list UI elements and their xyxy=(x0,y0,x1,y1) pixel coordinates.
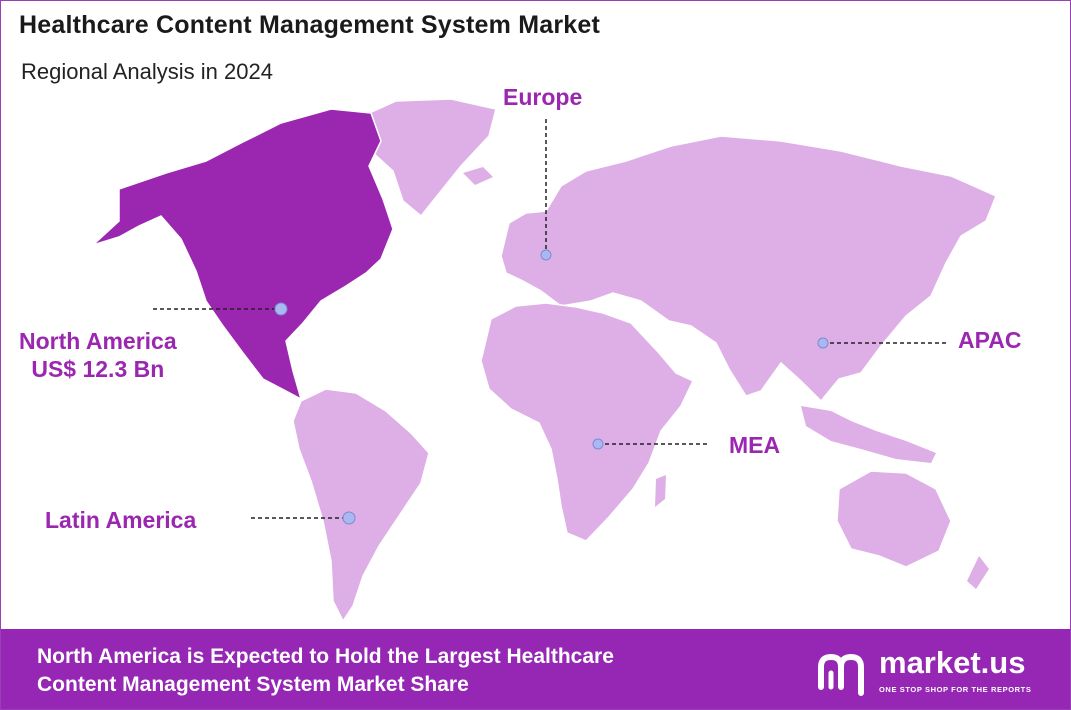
world-map xyxy=(92,98,997,623)
latin-america-label: Latin America xyxy=(45,507,197,533)
eurasia-region xyxy=(500,135,997,403)
africa-region xyxy=(480,302,695,542)
iceland-region xyxy=(463,167,493,185)
market-us-logo-icon xyxy=(818,653,864,696)
australia-region xyxy=(836,470,952,568)
page-subtitle: Regional Analysis in 2024 xyxy=(21,59,273,84)
madagascar-region xyxy=(655,475,666,507)
footer-statement: North America is Expected to Hold the La… xyxy=(37,643,614,699)
mea-marker xyxy=(592,438,604,450)
footer-line-2: Content Management System Market Share xyxy=(37,673,469,696)
apac-marker xyxy=(817,337,829,349)
south-america-region xyxy=(292,388,430,623)
southeast-asia-islands xyxy=(801,406,936,463)
apac-label: APAC xyxy=(958,327,1022,353)
footer-line-1: North America is Expected to Hold the La… xyxy=(37,645,614,668)
latin-america-marker xyxy=(342,511,356,525)
north-america-region xyxy=(92,108,394,401)
mea-label: MEA xyxy=(729,432,781,458)
north-america-value: US$ 12.3 Bn xyxy=(31,356,165,382)
north-america-name: North America xyxy=(19,328,177,354)
north-america-label: North America US$ 12.3 Bn xyxy=(19,327,177,383)
brand-tagline: ONE STOP SHOP FOR THE REPORTS xyxy=(879,685,1032,694)
footer-banner: North America is Expected to Hold the La… xyxy=(1,629,1070,709)
japan-region xyxy=(894,259,923,311)
europe-marker xyxy=(540,249,552,261)
north-america-marker xyxy=(274,302,288,316)
brand-logo: market.us ONE STOP SHOP FOR THE REPORTS xyxy=(817,645,1057,701)
new-zealand-region xyxy=(967,556,989,589)
brand-name: market.us xyxy=(879,645,1026,680)
greenland-region xyxy=(354,98,497,218)
europe-label: Europe xyxy=(503,84,583,110)
page-title: Healthcare Content Management System Mar… xyxy=(19,11,600,39)
